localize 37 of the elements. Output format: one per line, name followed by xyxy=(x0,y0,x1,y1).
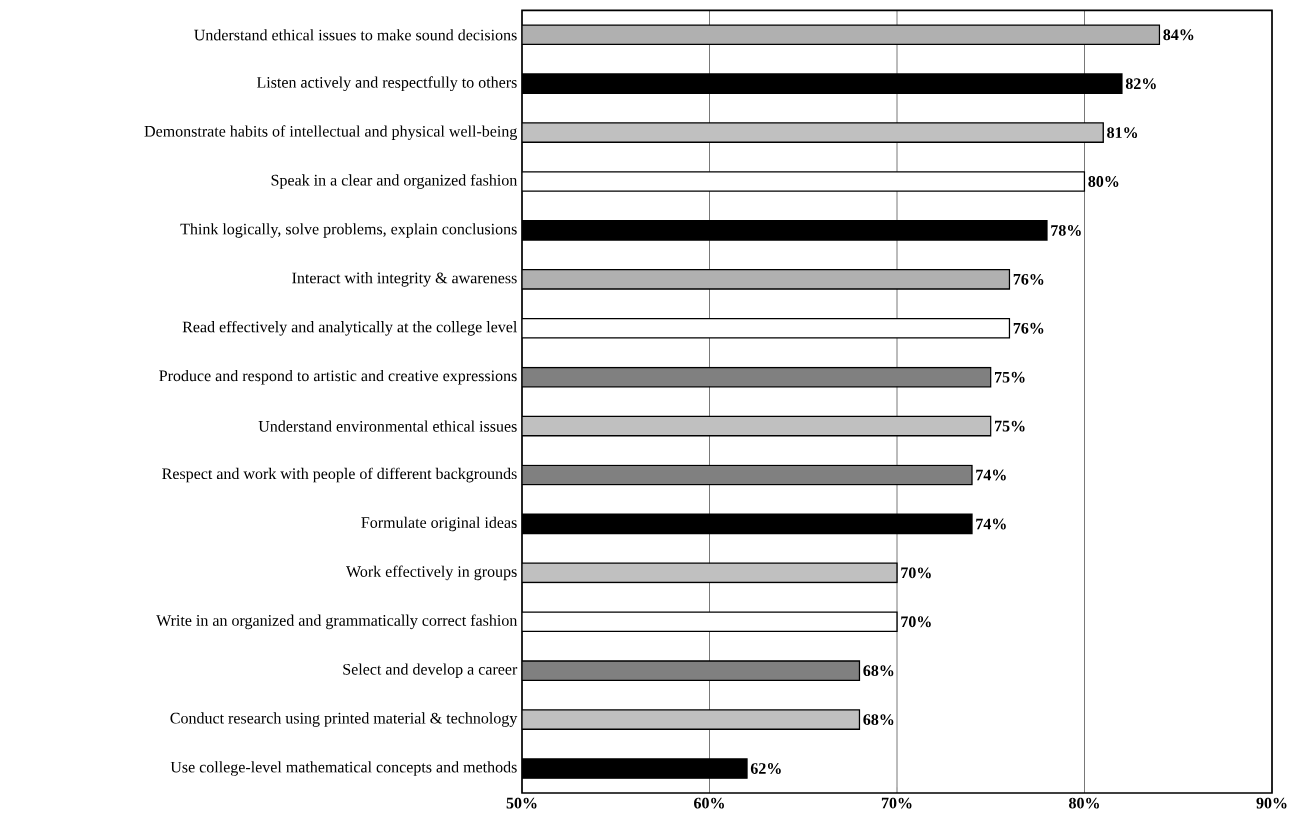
y-tick-label: Demonstrate habits of intellectual and physical well-being xyxy=(144,125,518,140)
y-tick-label: Formulate original ideas xyxy=(361,516,517,532)
y-tick-label: Understand ethical issues to make sound decisions xyxy=(194,29,517,41)
y-tick-label: Respect and work with people of different backgrounds xyxy=(162,467,517,483)
x-tick-label: 80% xyxy=(1069,797,1099,809)
y-tick-label: Think logically, solve problems, explain conclusions xyxy=(180,223,517,238)
x-tick-label: 90% xyxy=(1256,797,1287,809)
data-label: 80% xyxy=(1088,176,1119,187)
y-tick-label: Select and develop a career xyxy=(343,663,518,678)
y-tick-label: Read effectively and analytically at the college level xyxy=(182,320,518,336)
y-tick-label: Interact with integrity & awareness xyxy=(292,272,517,287)
y-tick-label: Use college-level mathematical concepts and methods xyxy=(170,761,517,776)
y-tick-label: Conduct research using printed material & technology xyxy=(170,712,518,727)
x-tick-label: 50% xyxy=(506,797,537,809)
data-label: 75% xyxy=(995,371,1025,383)
y-tick-label: Work effectively in groups xyxy=(346,565,517,581)
y-tick-label: Understand environmental ethical issues xyxy=(258,420,517,432)
y-tick-label: Write in an organized and grammatically correct fashion xyxy=(156,614,518,630)
data-label: 81% xyxy=(1107,127,1138,139)
data-label: 70% xyxy=(901,616,931,628)
y-tick-label: Speak in a clear and organized fashion xyxy=(271,174,518,189)
y-tick-label: Listen actively and respectfully to others xyxy=(256,76,517,92)
data-label: 76% xyxy=(1013,273,1044,285)
data-label: 84% xyxy=(1163,29,1194,41)
data-label: 68% xyxy=(863,665,894,677)
data-label: 82% xyxy=(1125,78,1156,90)
y-tick-label: Produce and respond to artistic and creative expressions xyxy=(159,369,517,385)
data-label: 62% xyxy=(750,763,781,774)
data-label: 68% xyxy=(863,714,894,726)
data-label: 78% xyxy=(1051,225,1081,236)
data-label: 74% xyxy=(976,469,1006,481)
data-label: 76% xyxy=(1013,322,1044,334)
x-tick-label: 70% xyxy=(881,797,912,809)
x-tick-label: 60% xyxy=(694,797,724,809)
data-label: 75% xyxy=(995,420,1025,432)
data-label: 74% xyxy=(976,518,1006,530)
data-label: 70% xyxy=(901,567,931,579)
